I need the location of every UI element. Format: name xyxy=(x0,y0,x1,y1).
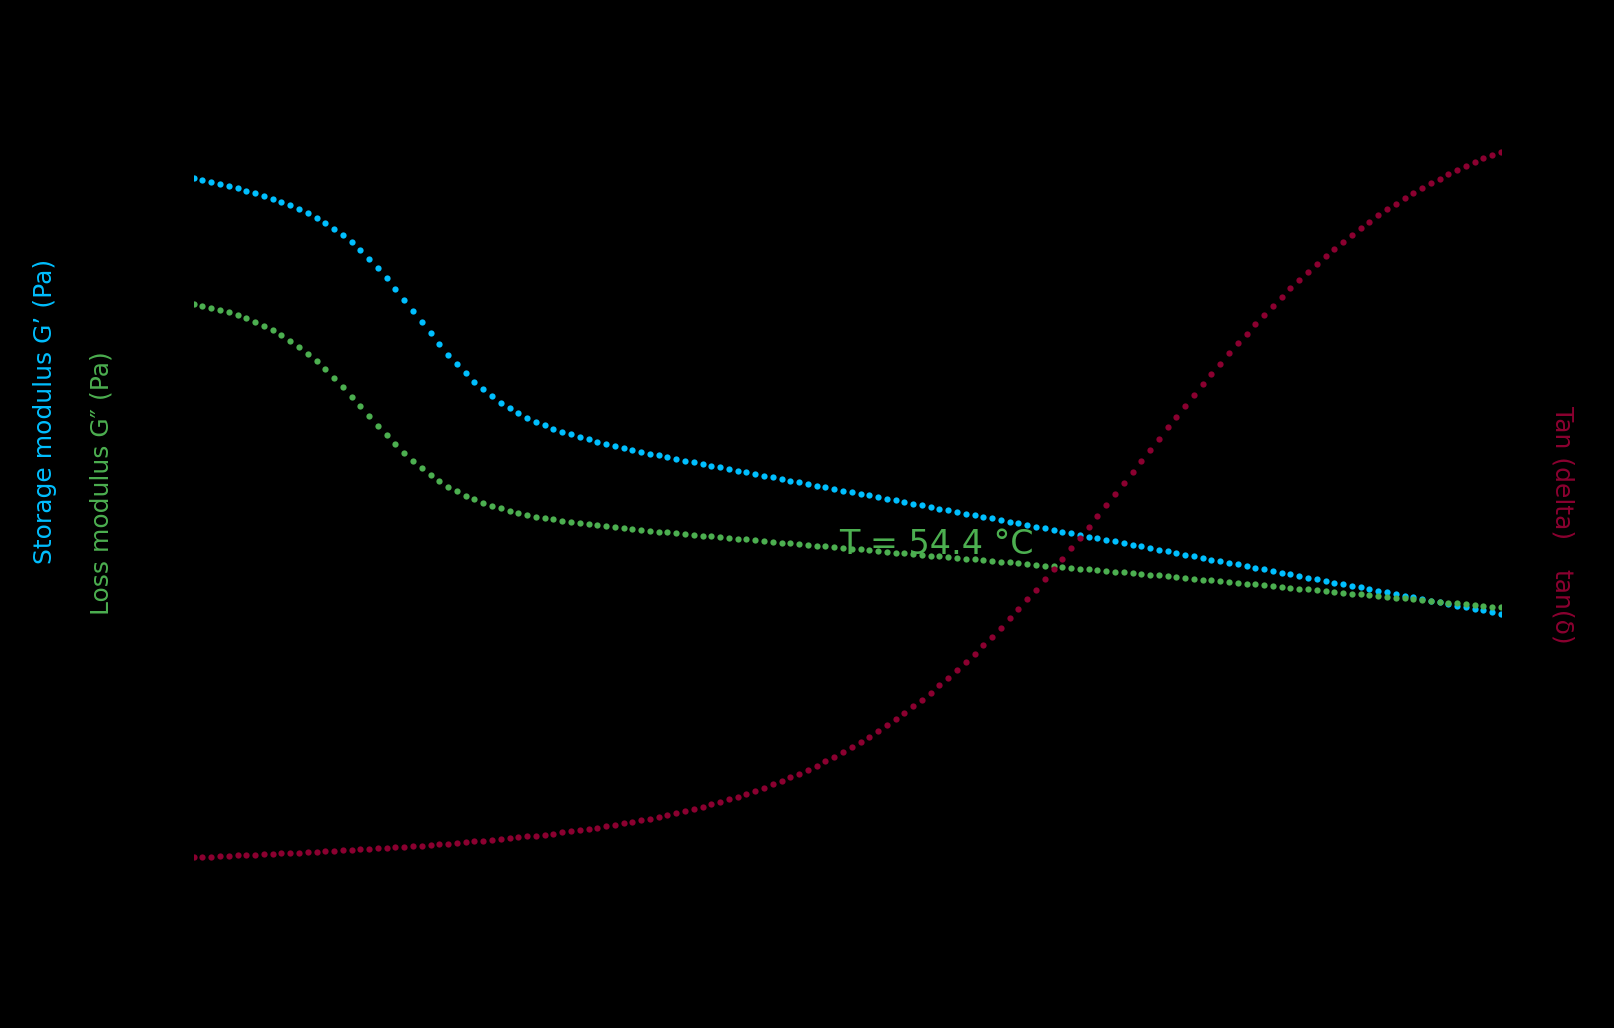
Text: Tan (delta): Tan (delta) xyxy=(1551,406,1574,540)
Text: Storage modulus G’ (Pa): Storage modulus G’ (Pa) xyxy=(34,259,56,563)
Text: T = 54.4 °C: T = 54.4 °C xyxy=(839,528,1033,561)
Text: Loss modulus G″ (Pa): Loss modulus G″ (Pa) xyxy=(90,352,113,615)
Text: tan(δ): tan(δ) xyxy=(1551,568,1574,645)
